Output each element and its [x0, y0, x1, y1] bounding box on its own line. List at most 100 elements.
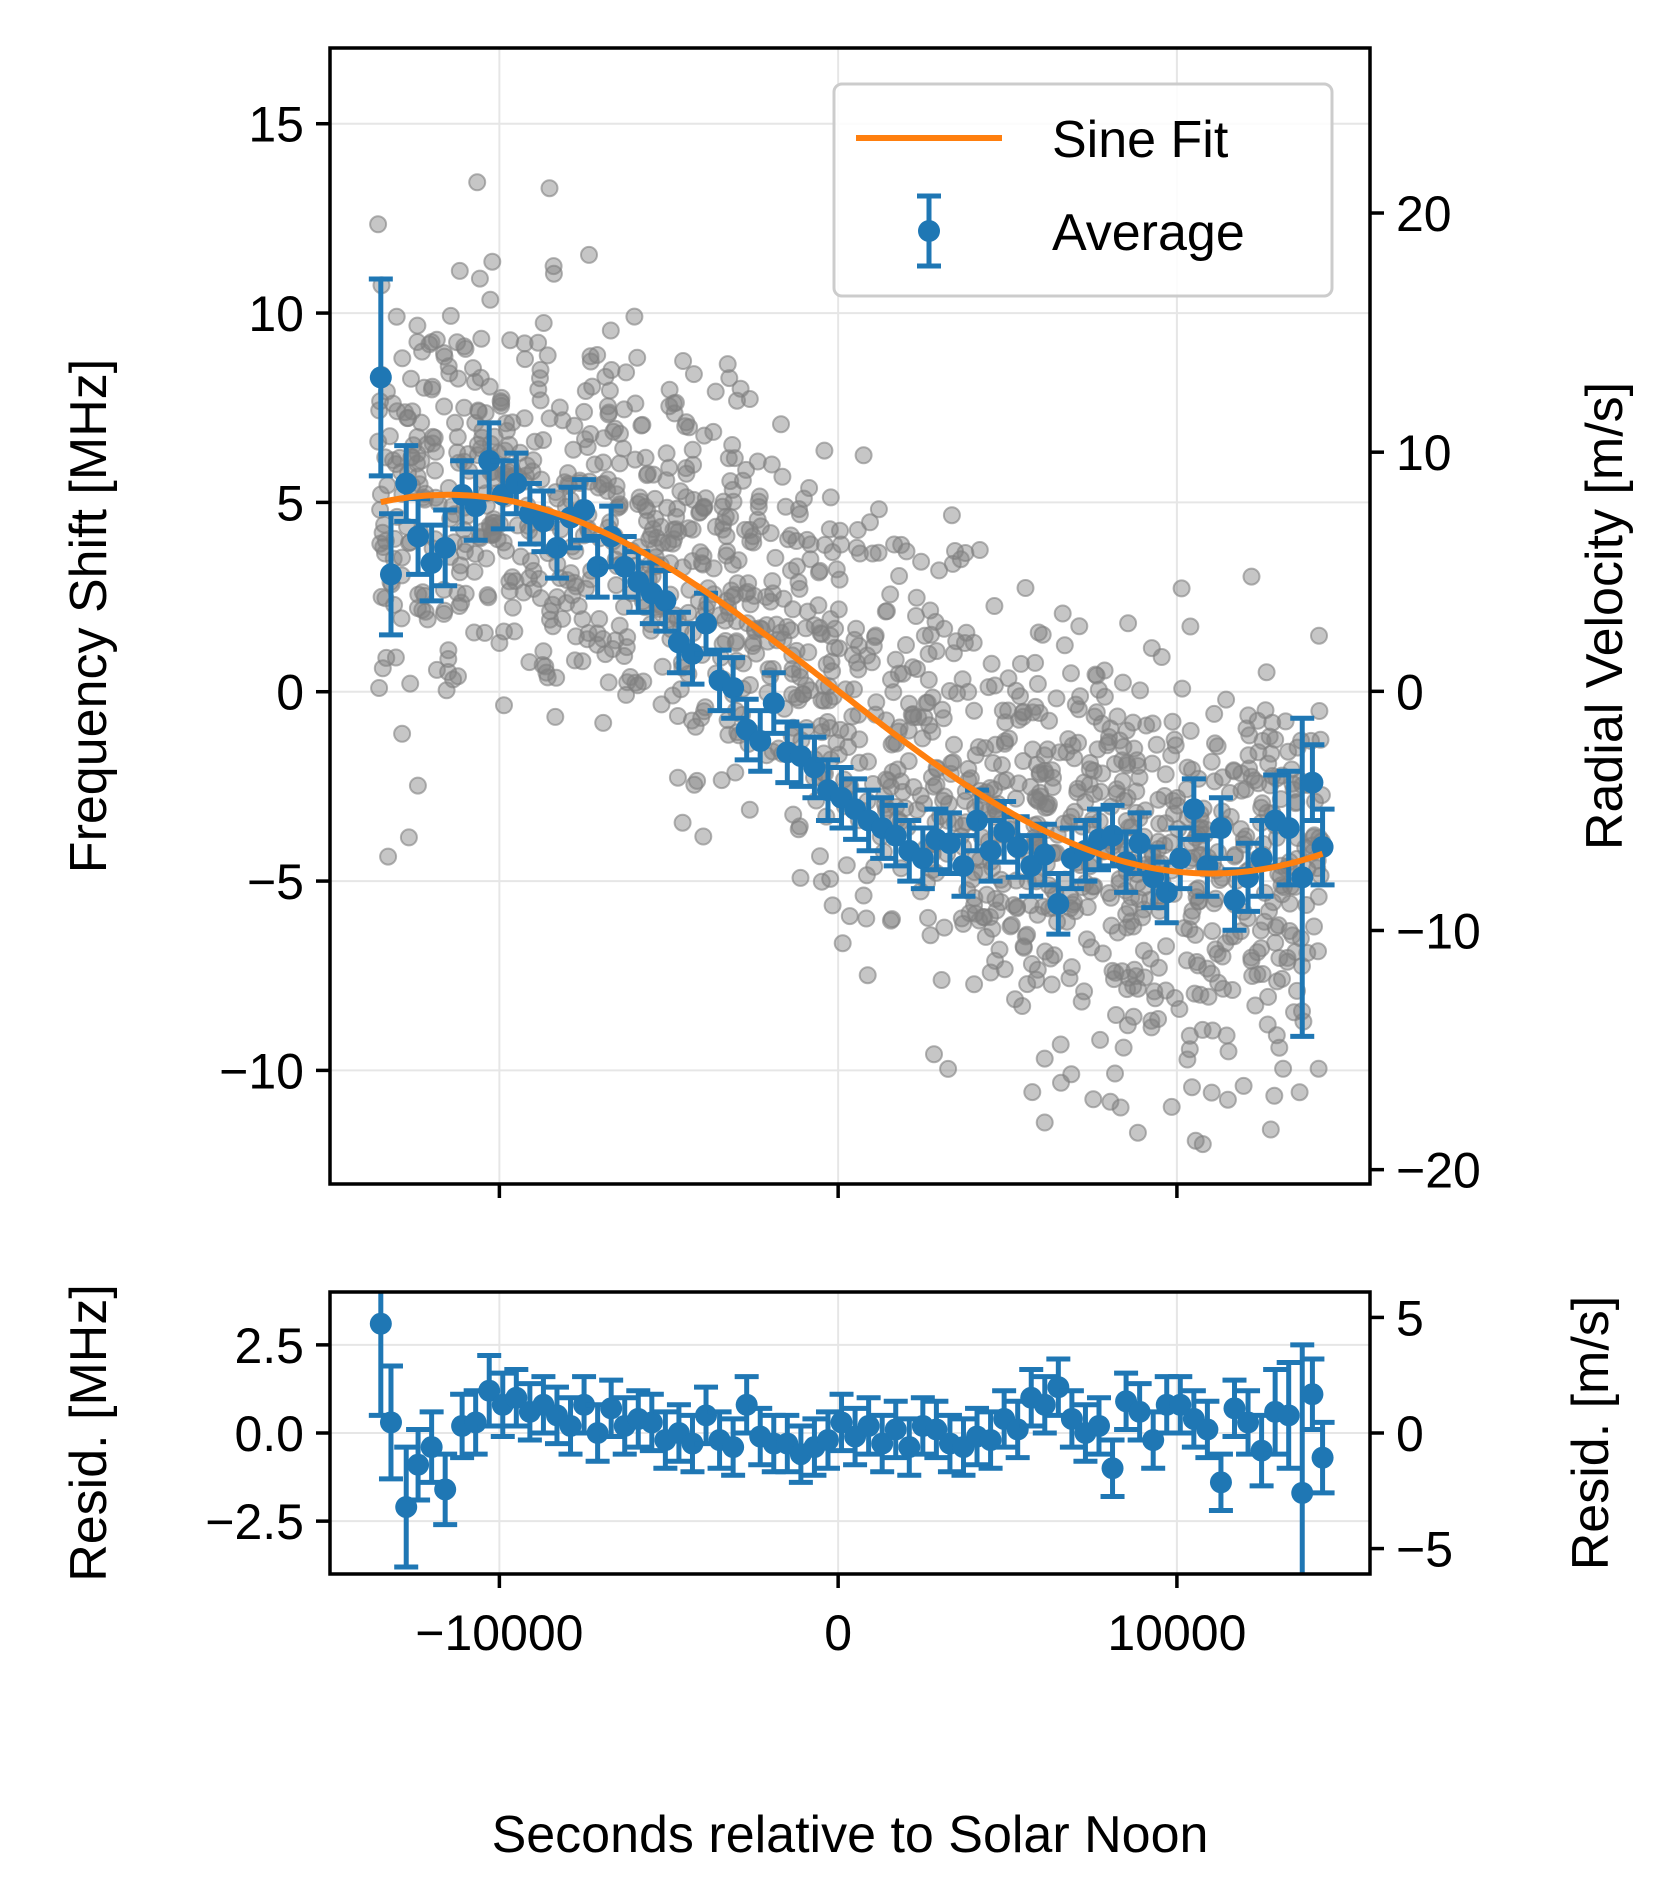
raw-point — [1011, 654, 1030, 673]
raw-point — [621, 668, 640, 686]
raw-point — [823, 896, 842, 915]
resid-ylabel: Resid. [MHz] — [60, 1284, 118, 1582]
raw-point — [990, 940, 1009, 959]
residual-point — [857, 1414, 880, 1437]
raw-point — [500, 582, 519, 600]
average-point — [1182, 798, 1205, 821]
raw-point — [693, 555, 712, 574]
raw-point — [890, 567, 909, 585]
raw-point — [668, 768, 687, 787]
raw-point — [435, 397, 454, 416]
average-point — [586, 555, 609, 578]
raw-point — [370, 679, 389, 697]
raw-point — [1202, 752, 1221, 771]
raw-point — [1038, 798, 1057, 816]
raw-point — [996, 732, 1014, 751]
raw-point — [984, 754, 1003, 772]
raw-point — [495, 622, 513, 641]
raw-point — [982, 654, 1001, 673]
raw-point — [1108, 707, 1127, 726]
raw-point — [530, 569, 549, 588]
raw-point — [638, 466, 656, 485]
sine-fit-line — [380, 491, 1324, 877]
residual-point — [695, 1404, 718, 1427]
raw-point — [546, 707, 565, 726]
raw-point — [863, 544, 882, 563]
residual-point — [722, 1436, 745, 1459]
raw-point — [882, 777, 900, 796]
average-point — [762, 692, 785, 715]
raw-point — [815, 535, 834, 554]
raw-point — [439, 357, 458, 376]
raw-point — [1259, 987, 1278, 1006]
raw-point — [773, 467, 792, 486]
raw-point — [683, 440, 702, 459]
raw-point — [733, 471, 752, 490]
raw-point — [1014, 752, 1033, 770]
raw-point — [714, 492, 733, 511]
raw-point — [1134, 941, 1153, 960]
raw-point — [495, 696, 513, 715]
raw-point — [511, 547, 530, 566]
residual-point — [1301, 1383, 1324, 1406]
raw-point — [1106, 1064, 1124, 1083]
average-point — [1128, 832, 1151, 855]
raw-point — [935, 918, 954, 937]
raw-point — [1309, 887, 1328, 906]
raw-point — [942, 754, 961, 773]
raw-point — [956, 544, 975, 562]
raw-point — [892, 535, 911, 554]
raw-point — [456, 339, 475, 358]
raw-point — [1053, 604, 1072, 623]
average-point — [1169, 847, 1192, 870]
raw-point — [629, 495, 647, 513]
raw-point — [919, 908, 937, 927]
raw-point — [801, 550, 820, 569]
raw-point — [919, 670, 938, 689]
raw-point — [1270, 949, 1289, 967]
raw-point — [1023, 1083, 1042, 1102]
raw-point — [897, 636, 915, 654]
raw-point — [441, 306, 460, 325]
resid-ytick-label: −2.5 — [205, 1494, 304, 1550]
raw-point — [492, 388, 511, 407]
raw-point — [520, 653, 539, 672]
raw-point — [531, 391, 550, 410]
raw-point — [1085, 785, 1104, 803]
raw-point — [985, 597, 1004, 615]
raw-point — [1026, 788, 1045, 807]
raw-point — [992, 893, 1010, 911]
average-point — [434, 536, 457, 559]
raw-point — [481, 290, 500, 309]
raw-point — [514, 583, 533, 602]
raw-point — [618, 628, 637, 647]
raw-point — [1055, 636, 1074, 655]
main-ytick-right-label: 10 — [1396, 425, 1452, 481]
raw-point — [450, 563, 469, 582]
residual-point — [640, 1411, 663, 1434]
residual-point — [1209, 1471, 1232, 1494]
raw-point — [657, 444, 676, 463]
sine-fit-series — [380, 491, 1324, 877]
main-ytick-label: 5 — [276, 475, 304, 531]
average-point — [979, 839, 1002, 862]
raw-point — [386, 648, 405, 667]
raw-point — [1310, 702, 1329, 720]
raw-point — [475, 623, 494, 642]
residual-point — [586, 1422, 609, 1444]
raw-point — [854, 446, 873, 465]
raw-point — [652, 695, 671, 714]
raw-point — [940, 682, 959, 700]
average-point — [1101, 824, 1124, 847]
raw-point — [930, 561, 949, 580]
main-ylabel: Frequency Shift [MHz] — [60, 359, 118, 873]
raw-point — [1137, 716, 1156, 735]
raw-point — [1219, 1042, 1238, 1061]
raw-point — [1002, 915, 1021, 934]
residual-point — [871, 1432, 894, 1455]
raw-point — [1290, 1083, 1309, 1102]
residual-point — [1047, 1376, 1070, 1399]
raw-point — [976, 927, 995, 946]
raw-point — [665, 404, 684, 423]
raw-point — [464, 359, 482, 378]
